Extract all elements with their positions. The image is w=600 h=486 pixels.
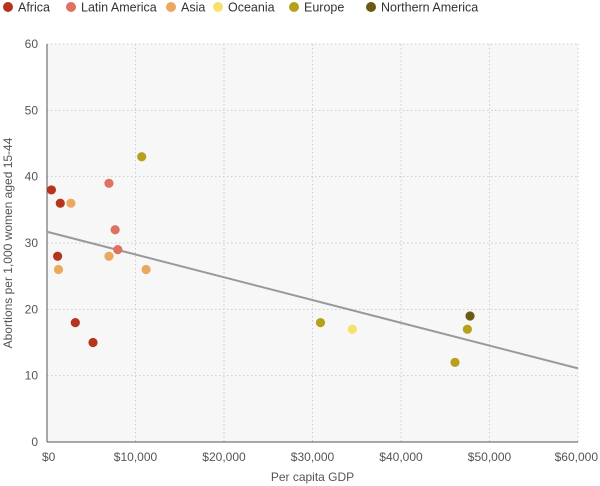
trendline-group bbox=[46, 230, 579, 370]
point-latin-america bbox=[113, 245, 123, 255]
grid bbox=[47, 43, 579, 442]
point-africa bbox=[53, 251, 63, 261]
trendline bbox=[46, 230, 579, 370]
legend-swatch bbox=[3, 2, 13, 12]
legend-item-northern-america[interactable]: Northern America bbox=[366, 1, 478, 15]
y-axis-title: Abortions per 1,000 women aged 15-44 bbox=[1, 137, 15, 348]
y-tick-label: 50 bbox=[25, 103, 39, 117]
y-tick-label: 0 bbox=[31, 435, 38, 449]
y-tick-label: 30 bbox=[25, 236, 39, 250]
legend-swatch bbox=[366, 2, 376, 12]
point-europe bbox=[450, 357, 460, 367]
point-africa bbox=[88, 337, 98, 348]
legend-label: Africa bbox=[18, 1, 50, 15]
x-tick-label: $50,000 bbox=[468, 450, 512, 464]
x-tick-label: $30,000 bbox=[291, 450, 335, 464]
point-europe bbox=[315, 318, 326, 328]
legend-label: Northern America bbox=[381, 1, 478, 15]
legend-item-latin-america[interactable]: Latin America bbox=[66, 1, 157, 15]
point-europe bbox=[137, 152, 147, 162]
data-points bbox=[46, 152, 475, 367]
y-tick-label: 60 bbox=[25, 37, 39, 51]
legend-label: Oceania bbox=[228, 1, 275, 15]
legend-swatch bbox=[289, 2, 299, 12]
x-tick-label: $60,000 bbox=[555, 450, 599, 464]
legend-swatch bbox=[166, 2, 176, 12]
legend-swatch bbox=[66, 2, 76, 12]
point-europe bbox=[462, 324, 472, 334]
y-tick-label: 40 bbox=[25, 170, 39, 184]
legend-item-asia[interactable]: Asia bbox=[166, 1, 205, 15]
x-axis-title: Per capita GDP bbox=[271, 470, 354, 484]
point-latin-america bbox=[104, 178, 114, 188]
x-tick-label: $40,000 bbox=[379, 450, 423, 464]
point-africa bbox=[46, 185, 57, 195]
legend-item-africa[interactable]: Africa bbox=[3, 1, 50, 15]
axes: 0 10 20 30 40 50 60 $0 $10,000 $20,000 $30,000 $40,… bbox=[25, 37, 599, 464]
legend-label: Europe bbox=[304, 1, 344, 15]
point-asia bbox=[53, 264, 64, 275]
y-tick-label: 20 bbox=[25, 302, 39, 316]
point-oceania bbox=[347, 324, 357, 334]
legend-item-oceania[interactable]: Oceania bbox=[213, 1, 275, 15]
legend-item-europe[interactable]: Europe bbox=[289, 1, 344, 15]
legend-swatch bbox=[213, 2, 223, 12]
point-africa bbox=[70, 318, 80, 328]
point-africa bbox=[55, 198, 65, 208]
x-tick-label: $20,000 bbox=[202, 450, 246, 464]
legend-label: Asia bbox=[181, 1, 205, 15]
legend: Africa Latin America Asia Oceania Europe Nort… bbox=[3, 1, 478, 15]
point-asia bbox=[66, 198, 76, 208]
point-latin-america bbox=[110, 225, 120, 235]
point-asia bbox=[104, 251, 114, 261]
x-tick-label: $0 bbox=[42, 450, 56, 464]
point-asia bbox=[141, 264, 151, 275]
x-tick-label: $10,000 bbox=[114, 450, 158, 464]
y-tick-label: 10 bbox=[25, 369, 39, 383]
point-northern-america bbox=[465, 311, 475, 321]
legend-label: Latin America bbox=[81, 1, 157, 15]
